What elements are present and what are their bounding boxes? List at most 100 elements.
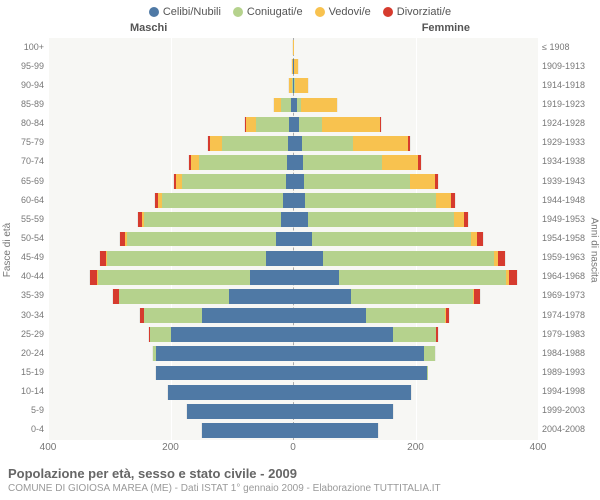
chart-title: Popolazione per età, sesso e stato civil…: [8, 466, 592, 481]
bar-male: [48, 38, 293, 57]
bar-segment: [162, 193, 284, 208]
bar-segment: [293, 423, 378, 438]
bar-female: [293, 115, 538, 134]
bar-segment: [246, 117, 257, 132]
bar-male: [48, 344, 293, 363]
bar-female: [293, 95, 538, 114]
pyramid-row: [48, 210, 538, 229]
legend-item: Divorziati/e: [383, 6, 451, 18]
bar-segment: [351, 289, 473, 304]
legend-swatch: [315, 7, 325, 17]
pyramid-row: [48, 249, 538, 268]
pyramid-row: [48, 172, 538, 191]
pyramid-row: [48, 268, 538, 287]
ytick-age: 60-64: [4, 195, 44, 205]
bar-male: [48, 421, 293, 440]
bar-male: [48, 76, 293, 95]
ytick-birth: 1944-1948: [542, 195, 596, 205]
legend: Celibi/NubiliConiugati/eVedovi/eDivorzia…: [0, 0, 600, 20]
ytick-birth: 1979-1983: [542, 329, 596, 339]
bar-segment: [90, 270, 97, 285]
bar-segment: [366, 308, 445, 323]
bar-segment: [293, 346, 424, 361]
bar-female: [293, 134, 538, 153]
bar-segment: [156, 346, 293, 361]
bar-segment: [150, 327, 171, 342]
pyramid-row: [48, 325, 538, 344]
legend-item: Celibi/Nubili: [149, 6, 221, 18]
bar-segment: [436, 193, 451, 208]
legend-item: Vedovi/e: [315, 6, 371, 18]
bar-female: [293, 268, 538, 287]
bar-segment: [446, 308, 450, 323]
bar-segment: [393, 327, 436, 342]
bar-segment: [199, 155, 287, 170]
bar-segment: [276, 232, 293, 247]
bar-segment: [339, 270, 507, 285]
bar-segment: [293, 155, 303, 170]
ytick-age: 25-29: [4, 329, 44, 339]
pyramid-row: [48, 229, 538, 248]
bar-male: [48, 287, 293, 306]
pyramid-row: [48, 287, 538, 306]
ytick-birth: 1964-1968: [542, 271, 596, 281]
ytick-birth: 1959-1963: [542, 252, 596, 262]
ytick-birth: 1939-1943: [542, 176, 596, 186]
bar-segment: [210, 136, 222, 151]
bar-segment: [308, 212, 454, 227]
bar-segment: [436, 327, 438, 342]
bar-segment: [380, 117, 381, 132]
ytick-birth: 1924-1928: [542, 118, 596, 128]
bar-segment: [293, 232, 312, 247]
bar-female: [293, 57, 538, 76]
bar-segment: [168, 385, 293, 400]
pyramid-row: [48, 191, 538, 210]
legend-swatch: [383, 7, 393, 17]
ytick-age: 55-59: [4, 214, 44, 224]
bar-segment: [293, 136, 302, 151]
ytick-birth: 1989-1993: [542, 367, 596, 377]
bar-female: [293, 191, 538, 210]
bar-female: [293, 210, 538, 229]
ytick-age: 0-4: [4, 424, 44, 434]
pyramid-row: [48, 421, 538, 440]
bar-segment: [191, 155, 199, 170]
ytick-age: 75-79: [4, 137, 44, 147]
ytick-birth: 1969-1973: [542, 290, 596, 300]
bar-segment: [451, 193, 455, 208]
bar-segment: [304, 174, 410, 189]
bar-male: [48, 268, 293, 287]
pyramid-row: [48, 344, 538, 363]
pyramid-row: [48, 57, 538, 76]
ytick-birth: 1934-1938: [542, 156, 596, 166]
pyramid-row: [48, 363, 538, 382]
pyramid-row: [48, 76, 538, 95]
bar-segment: [293, 251, 323, 266]
ytick-birth: 1994-1998: [542, 386, 596, 396]
bar-male: [48, 115, 293, 134]
bar-segment: [222, 136, 289, 151]
ytick-age: 65-69: [4, 176, 44, 186]
label-female: Femmine: [422, 22, 470, 34]
bar-segment: [293, 212, 308, 227]
bar-segment: [156, 366, 293, 381]
ytick-birth: 1949-1953: [542, 214, 596, 224]
bar-segment: [301, 98, 337, 113]
ytick-age: 80-84: [4, 118, 44, 128]
bar-female: [293, 229, 538, 248]
bar-male: [48, 383, 293, 402]
bar-male: [48, 172, 293, 191]
xtick: 400: [530, 442, 547, 453]
bar-female: [293, 325, 538, 344]
bar-male: [48, 134, 293, 153]
bar-female: [293, 249, 538, 268]
bar-segment: [435, 174, 438, 189]
ytick-birth: ≤ 1908: [542, 42, 596, 52]
ytick-age: 90-94: [4, 80, 44, 90]
ytick-birth: 1909-1913: [542, 61, 596, 71]
ytick-age: 10-14: [4, 386, 44, 396]
bar-segment: [286, 174, 293, 189]
bar-segment: [295, 78, 308, 93]
ytick-age: 40-44: [4, 271, 44, 281]
bar-segment: [464, 212, 469, 227]
